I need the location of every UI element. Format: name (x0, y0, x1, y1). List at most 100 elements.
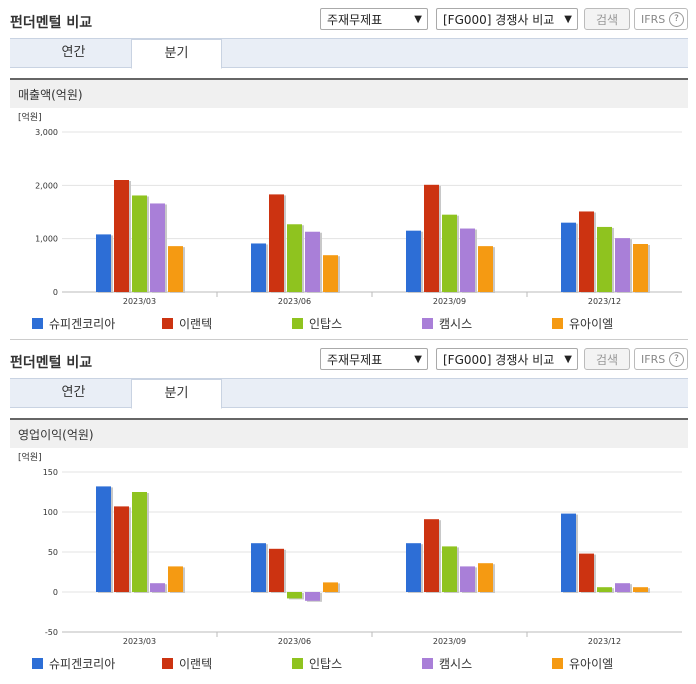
bar[interactable] (478, 246, 493, 292)
bar[interactable] (269, 548, 284, 592)
legend-item[interactable]: 이랜텍 (162, 655, 212, 672)
bar[interactable] (615, 583, 630, 592)
legend-item[interactable]: 슈피겐코리아 (32, 315, 115, 332)
bar[interactable] (424, 519, 439, 592)
legend-swatch (552, 658, 563, 669)
bar[interactable] (96, 234, 111, 292)
operating-income-chart-svg: [억원] -50 0 50 100 150 2023/03 2023/06 2023/09 202… (18, 451, 682, 646)
legend-item[interactable]: 유아이엘 (552, 315, 613, 332)
fundamental-section-operating-income: 펀더멘털 비교 주재무제표 ▼ [FG000] 경쟁사 비교 ▼ 검색 IFRS… (0, 340, 696, 673)
bar[interactable] (114, 180, 129, 292)
bar[interactable] (615, 238, 630, 292)
section-title: 펀더멘털 비교 (10, 15, 93, 31)
period-tabs: 연간 분기 (10, 378, 688, 409)
bar[interactable] (460, 566, 475, 592)
legend-swatch (422, 658, 433, 669)
chart-legend: 슈피겐코리아 이랜텍 인탑스 캠시스 유아이엘 (10, 313, 688, 333)
chart-box-title: 영업이익(억원) (10, 418, 688, 448)
legend-label: 캠시스 (439, 317, 473, 331)
bar[interactable] (132, 492, 147, 592)
bar[interactable] (251, 543, 266, 592)
bar[interactable] (269, 194, 284, 292)
chevron-down-icon: ▼ (414, 354, 422, 365)
bar[interactable] (460, 228, 475, 292)
y-tick-label: -50 (45, 628, 58, 637)
bar[interactable] (597, 226, 612, 292)
bar[interactable] (323, 582, 338, 592)
bar[interactable] (132, 195, 147, 292)
bar[interactable] (287, 592, 302, 599)
legend-item[interactable]: 이랜텍 (162, 315, 212, 332)
revenue-chart: [억원] 0 1,000 2,000 3,000 2023/03 2023/06 2023/0… (10, 108, 688, 313)
statement-type-select[interactable]: 주재무제표 ▼ (320, 8, 428, 30)
question-icon: ? (669, 352, 684, 367)
ifrs-help-button[interactable]: IFRS ? (634, 348, 688, 370)
bar[interactable] (251, 243, 266, 292)
legend-label: 이랜텍 (179, 317, 213, 331)
statement-type-select[interactable]: 주재무제표 ▼ (320, 348, 428, 370)
legend-label: 이랜텍 (179, 657, 213, 671)
statement-type-value: 주재무제표 (327, 13, 383, 27)
x-tick-label: 2023/06 (278, 637, 311, 646)
chevron-down-icon: ▼ (414, 14, 422, 25)
bar[interactable] (114, 506, 129, 592)
bar[interactable] (442, 214, 457, 292)
legend-swatch (292, 658, 303, 669)
legend-item[interactable]: 인탑스 (292, 315, 342, 332)
statement-type-value: 주재무제표 (327, 353, 383, 367)
y-unit-label: [억원] (18, 451, 42, 463)
x-tick-label: 2023/12 (588, 297, 621, 306)
bar[interactable] (579, 211, 594, 292)
y-tick-label: 3,000 (35, 128, 58, 137)
x-tick-label: 2023/09 (433, 297, 466, 306)
chevron-down-icon: ▼ (564, 14, 572, 25)
bar[interactable] (168, 566, 183, 592)
tab-quarterly[interactable]: 분기 (131, 39, 222, 69)
legend-label: 유아이엘 (569, 657, 614, 671)
x-tick-label: 2023/12 (588, 637, 621, 646)
tab-annual[interactable]: 연간 (61, 45, 86, 60)
bar[interactable] (579, 553, 594, 592)
bar[interactable] (168, 246, 183, 292)
ifrs-label: IFRS (641, 13, 666, 26)
search-button[interactable]: 검색 (584, 8, 630, 30)
peer-group-select[interactable]: [FG000] 경쟁사 비교 ▼ (436, 348, 578, 370)
bar[interactable] (305, 592, 320, 601)
bar[interactable] (406, 230, 421, 292)
x-tick-label: 2023/03 (123, 637, 156, 646)
legend-item[interactable]: 유아이엘 (552, 655, 613, 672)
legend-swatch (422, 318, 433, 329)
bar[interactable] (406, 543, 421, 592)
bar[interactable] (305, 231, 320, 292)
bar[interactable] (150, 583, 165, 592)
legend-item[interactable]: 캠시스 (422, 315, 472, 332)
legend-item[interactable]: 캠시스 (422, 655, 472, 672)
chart-legend: 슈피겐코리아 이랜텍 인탑스 캠시스 유아이엘 (10, 653, 688, 673)
bar[interactable] (424, 184, 439, 292)
bar[interactable] (633, 587, 648, 592)
period-tabs: 연간 분기 (10, 38, 688, 69)
legend-label: 캠시스 (439, 657, 473, 671)
bar[interactable] (561, 513, 576, 592)
bar[interactable] (150, 203, 165, 292)
legend-item[interactable]: 슈피겐코리아 (32, 655, 115, 672)
section-header: 펀더멘털 비교 주재무제표 ▼ [FG000] 경쟁사 비교 ▼ 검색 IFRS… (0, 0, 696, 38)
legend-item[interactable]: 인탑스 (292, 655, 342, 672)
bar[interactable] (478, 563, 493, 592)
y-tick-label: 50 (48, 548, 58, 557)
bar[interactable] (597, 587, 612, 592)
chevron-down-icon: ▼ (564, 354, 572, 365)
tab-annual[interactable]: 연간 (61, 385, 86, 400)
ifrs-help-button[interactable]: IFRS ? (634, 8, 688, 30)
peer-group-select[interactable]: [FG000] 경쟁사 비교 ▼ (436, 8, 578, 30)
bar[interactable] (442, 546, 457, 592)
tab-quarterly[interactable]: 분기 (131, 379, 222, 409)
bar[interactable] (633, 244, 648, 292)
operating-income-chart: [억원] -50 0 50 100 150 2023/03 2023/06 2023/09 202… (10, 448, 688, 653)
bar[interactable] (287, 224, 302, 292)
legend-swatch (162, 318, 173, 329)
search-button[interactable]: 검색 (584, 348, 630, 370)
bar[interactable] (561, 222, 576, 292)
bar[interactable] (323, 255, 338, 292)
bar[interactable] (96, 486, 111, 592)
